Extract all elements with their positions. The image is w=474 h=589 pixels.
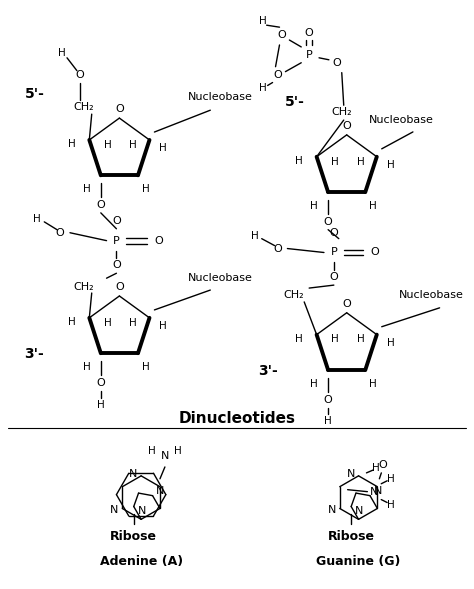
Text: CH₂: CH₂ xyxy=(73,102,94,112)
Text: H: H xyxy=(148,446,156,456)
Text: Ribose: Ribose xyxy=(328,530,374,542)
Text: Dinucleotides: Dinucleotides xyxy=(179,411,295,426)
Text: N: N xyxy=(137,507,146,517)
Text: O: O xyxy=(155,236,164,246)
Text: P: P xyxy=(113,236,120,246)
Text: H: H xyxy=(68,139,75,149)
Text: O: O xyxy=(332,58,341,68)
Text: H: H xyxy=(331,157,339,167)
Text: H: H xyxy=(369,201,377,211)
Text: P: P xyxy=(306,50,312,60)
Text: Nucleobase: Nucleobase xyxy=(188,273,253,283)
Text: O: O xyxy=(115,282,124,292)
Text: H: H xyxy=(159,143,167,153)
Text: O: O xyxy=(273,243,282,253)
Text: P: P xyxy=(330,247,337,257)
Text: H: H xyxy=(356,335,365,345)
Text: Nucleobase: Nucleobase xyxy=(188,92,253,102)
Text: O: O xyxy=(305,28,313,38)
Text: O: O xyxy=(329,228,338,238)
Text: O: O xyxy=(277,30,286,40)
Text: H: H xyxy=(129,140,137,150)
Text: N: N xyxy=(110,505,118,515)
Text: O: O xyxy=(329,272,338,282)
Text: O: O xyxy=(112,260,121,270)
Text: O: O xyxy=(96,378,105,388)
Text: N: N xyxy=(355,507,363,517)
Text: H: H xyxy=(259,84,266,94)
Text: H: H xyxy=(97,399,105,409)
Text: H: H xyxy=(310,379,318,389)
Text: H: H xyxy=(104,317,111,327)
Text: H: H xyxy=(356,157,365,167)
Text: H: H xyxy=(295,333,303,343)
Text: H: H xyxy=(259,16,266,27)
Text: H: H xyxy=(159,321,167,331)
Text: H: H xyxy=(387,160,394,170)
Text: O: O xyxy=(56,228,64,238)
Text: Guanine (G): Guanine (G) xyxy=(316,555,401,568)
Text: Adenine (A): Adenine (A) xyxy=(100,555,182,568)
Text: H: H xyxy=(104,140,111,150)
Text: N: N xyxy=(370,487,379,497)
Text: O: O xyxy=(112,216,121,226)
Text: 3'-: 3'- xyxy=(258,364,277,378)
Text: CH₂: CH₂ xyxy=(332,107,353,117)
Text: O: O xyxy=(96,200,105,210)
Text: Ribose: Ribose xyxy=(110,530,157,542)
Text: O: O xyxy=(115,104,124,114)
Text: N: N xyxy=(161,451,169,461)
Text: H: H xyxy=(310,201,318,211)
Text: O: O xyxy=(378,460,387,470)
Text: H: H xyxy=(387,337,394,348)
Text: O: O xyxy=(324,217,332,227)
Text: O: O xyxy=(273,70,282,80)
Text: N: N xyxy=(346,469,355,479)
Text: H: H xyxy=(295,155,303,166)
Text: H: H xyxy=(387,499,395,509)
Text: H: H xyxy=(34,214,41,224)
Text: O: O xyxy=(324,395,332,405)
Text: H: H xyxy=(83,362,91,372)
Text: H: H xyxy=(369,379,377,389)
Text: 5'-: 5'- xyxy=(25,87,45,101)
Text: O: O xyxy=(342,121,351,131)
Text: CH₂: CH₂ xyxy=(73,282,94,292)
Text: CH₂: CH₂ xyxy=(283,290,304,300)
Text: Nucleobase: Nucleobase xyxy=(399,290,463,300)
Text: H: H xyxy=(331,335,339,345)
Text: N: N xyxy=(374,486,382,496)
Text: N: N xyxy=(328,505,336,515)
Text: H: H xyxy=(83,184,91,194)
Text: H: H xyxy=(68,317,75,327)
Text: O: O xyxy=(370,247,379,257)
Text: N: N xyxy=(129,469,137,479)
Text: H: H xyxy=(387,474,395,484)
Text: H: H xyxy=(58,48,66,58)
Text: N: N xyxy=(156,486,164,496)
Text: H: H xyxy=(142,184,150,194)
Text: H: H xyxy=(324,416,332,426)
Text: H: H xyxy=(373,463,380,473)
Text: O: O xyxy=(75,70,84,80)
Text: Nucleobase: Nucleobase xyxy=(369,115,434,125)
Text: 5'-: 5'- xyxy=(284,95,304,110)
Text: H: H xyxy=(174,446,182,456)
Text: H: H xyxy=(142,362,150,372)
Text: H: H xyxy=(129,317,137,327)
Text: 3'-: 3'- xyxy=(25,348,44,361)
Text: H: H xyxy=(251,231,259,241)
Text: O: O xyxy=(342,299,351,309)
